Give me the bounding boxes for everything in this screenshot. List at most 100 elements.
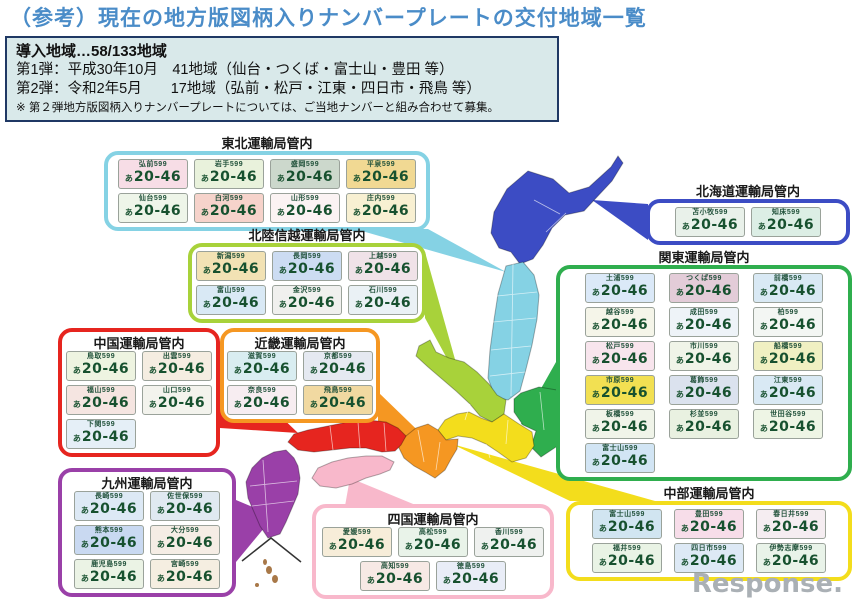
bureau-box-hokkaido: 北海道運輸局管内 苫小牧599 あ 20-46 知床599 あ 20-46 — [646, 184, 850, 245]
plate-region-text: 岩手599 — [214, 161, 244, 168]
plate-number-text: あ 20-46 — [760, 385, 816, 403]
plate-number-text: あ 20-46 — [592, 385, 648, 403]
plate-kana: あ — [366, 576, 375, 585]
plate-region-text: 上越599 — [368, 253, 398, 260]
license-plate: 知床599 あ 20-46 — [751, 207, 821, 237]
license-plate: 越谷599 あ 20-46 — [585, 307, 655, 337]
plate-number-text: あ 20-46 — [203, 261, 259, 279]
plate-region-text: つくば599 — [686, 275, 722, 282]
license-plate: 松戸599 あ 20-46 — [585, 341, 655, 371]
plate-serial: 20-46 — [771, 519, 820, 535]
license-plate: 佐世保599 あ 20-46 — [150, 491, 220, 521]
map-region-shikoku — [311, 455, 395, 489]
plate-row: 越谷599 あ 20-46 成田599 あ 20-46 柏599 あ 20-46 — [585, 307, 823, 337]
plate-region-text: 平泉599 — [366, 161, 396, 168]
plate-number-text: あ 20-46 — [760, 419, 816, 437]
plate-kana: あ — [591, 390, 600, 399]
plate-serial: 20-46 — [600, 419, 649, 435]
license-plate: 福井599 あ 20-46 — [592, 543, 662, 573]
plate-number-text: あ 20-46 — [125, 203, 181, 221]
plate-row: 新潟599 あ 20-46 長岡599 あ 20-46 上越599 あ 20-46 — [196, 251, 418, 281]
plate-serial: 20-46 — [689, 553, 738, 569]
plate-number-text: あ 20-46 — [760, 283, 816, 301]
callout-beam-chubu — [452, 444, 655, 501]
plate-kana: あ — [681, 222, 690, 231]
license-plate: 福山599 あ 20-46 — [66, 385, 136, 415]
plate-region-text: 富山599 — [216, 287, 246, 294]
license-plate: 市原599 あ 20-46 — [585, 375, 655, 405]
plate-number-text: あ 20-46 — [592, 317, 648, 335]
plate-row: 土浦599 あ 20-46 つくば599 あ 20-46 前橋599 あ 20-46 — [585, 273, 823, 303]
plate-row: 鹿児島599 あ 20-46 宮崎599 あ 20-46 — [74, 559, 220, 589]
map-region-kinki — [397, 423, 459, 479]
plate-serial: 20-46 — [690, 217, 739, 233]
plate-number-text: あ 20-46 — [81, 569, 137, 587]
response-logo-watermark: Response. — [691, 569, 843, 599]
plate-row: 高知599 あ 20-46 徳島599 あ 20-46 — [322, 561, 544, 591]
bureau-box-tohoku: 東北運輸局管内 弘前599 あ 20-46 岩手599 あ 20-46 盛岡599 あ 20-46… — [104, 136, 430, 231]
plate-kana: あ — [591, 288, 600, 297]
plate-kana: あ — [124, 174, 133, 183]
plate-serial: 20-46 — [211, 261, 260, 277]
license-plate: 富山599 あ 20-46 — [196, 285, 266, 315]
plate-serial: 20-46 — [361, 169, 410, 185]
plate-region-text: 山口599 — [162, 387, 192, 394]
plate-serial: 20-46 — [285, 169, 334, 185]
plate-number-text: あ 20-46 — [592, 419, 648, 437]
plate-kana: あ — [80, 574, 89, 583]
plate-number-text: あ 20-46 — [353, 169, 409, 187]
license-plate: 上越599 あ 20-46 — [348, 251, 418, 281]
plate-row: 松戸599 あ 20-46 市川599 あ 20-46 船橋599 あ 20-46 — [585, 341, 823, 371]
plate-region-text: 土浦599 — [605, 275, 635, 282]
plate-number-text: あ 20-46 — [481, 537, 537, 555]
bureau-box-kinki: 近畿運輸局管内 滋賀599 あ 20-46 京都599 あ 20-46 奈良599 あ 20-46… — [220, 328, 380, 423]
plate-row: 福山599 あ 20-46 山口599 あ 20-46 — [66, 385, 212, 415]
plate-grid: 土浦599 あ 20-46 つくば599 あ 20-46 前橋599 あ 20-46 越谷599 あ… — [585, 273, 823, 473]
license-plate: 白河599 あ 20-46 — [194, 193, 264, 223]
license-plate: 長崎599 あ 20-46 — [74, 491, 144, 521]
plate-number-text: あ 20-46 — [81, 501, 137, 519]
plate-number-text: あ 20-46 — [81, 535, 137, 553]
plate-kana: あ — [757, 222, 766, 231]
plate-region-text: 高知599 — [380, 563, 410, 570]
plate-number-text: あ 20-46 — [234, 361, 290, 379]
plate-region-text: 下関599 — [86, 421, 116, 428]
info-line-regions-count: 導入地域…58/133地域 — [16, 43, 167, 60]
plate-region-text: 葛飾599 — [689, 377, 719, 384]
plate-serial: 20-46 — [363, 261, 412, 277]
plate-number-text: あ 20-46 — [592, 283, 648, 301]
plate-region-text: 鳥取599 — [86, 353, 116, 360]
license-plate: 船橋599 あ 20-46 — [753, 341, 823, 371]
bureau-label-hokkaido: 北海道運輸局管内 — [695, 184, 800, 199]
plate-kana: あ — [354, 266, 363, 275]
plate-number-text: あ 20-46 — [277, 203, 333, 221]
plate-serial: 20-46 — [81, 429, 130, 445]
plate-kana: あ — [309, 366, 318, 375]
plate-number-text: あ 20-46 — [201, 203, 257, 221]
plate-kana: あ — [276, 208, 285, 217]
plate-serial: 20-46 — [165, 569, 214, 585]
plate-number-text: あ 20-46 — [367, 571, 423, 589]
plate-serial: 20-46 — [489, 537, 538, 553]
plate-serial: 20-46 — [337, 537, 386, 553]
plate-kana: あ — [675, 424, 684, 433]
plate-number-text: あ 20-46 — [681, 553, 737, 571]
plate-row: 奈良599 あ 20-46 飛鳥599 あ 20-46 — [227, 385, 373, 415]
plate-region-text: 越谷599 — [605, 309, 635, 316]
plate-number-text: あ 20-46 — [201, 169, 257, 187]
bureau-body-hokuriku-shinetsu: 新潟599 あ 20-46 長岡599 あ 20-46 上越599 あ 20-46 富山599 あ 2… — [188, 243, 426, 323]
license-plate: 成田599 あ 20-46 — [669, 307, 739, 337]
plate-serial: 20-46 — [600, 385, 649, 401]
license-plate: 山形599 あ 20-46 — [270, 193, 340, 223]
plate-number-text: あ 20-46 — [329, 537, 385, 555]
plate-region-text: 世田谷599 — [770, 411, 806, 418]
plate-number-text: あ 20-46 — [73, 395, 129, 413]
plate-serial: 20-46 — [768, 351, 817, 367]
plate-number-text: あ 20-46 — [279, 261, 335, 279]
license-plate: 板橋599 あ 20-46 — [585, 409, 655, 439]
plate-kana: あ — [328, 542, 337, 551]
license-plate: 盛岡599 あ 20-46 — [270, 159, 340, 189]
plate-number-text: あ 20-46 — [310, 395, 366, 413]
plate-serial: 20-46 — [361, 203, 410, 219]
license-plate: 出雲599 あ 20-46 — [142, 351, 212, 381]
